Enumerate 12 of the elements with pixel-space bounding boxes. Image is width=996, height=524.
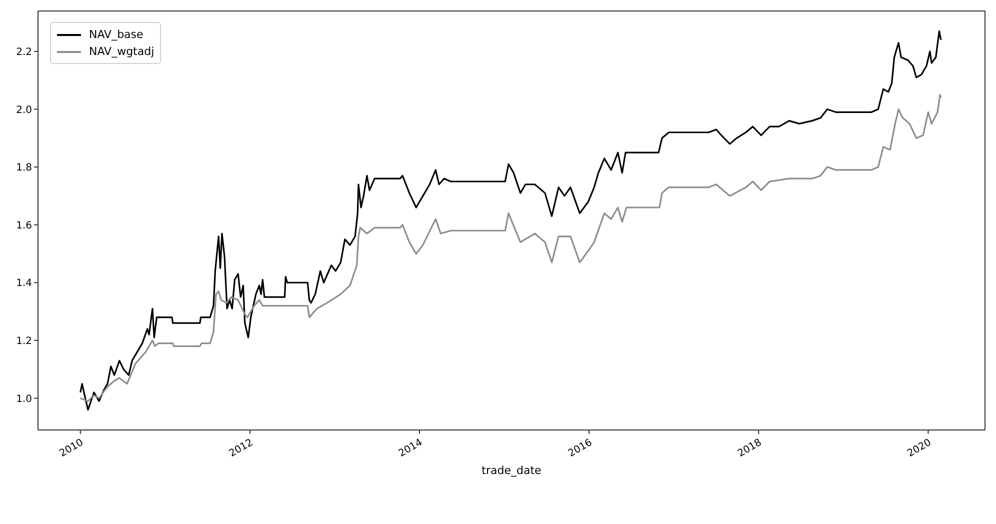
line-series bbox=[80, 94, 942, 402]
legend-label: NAV_wgtadj bbox=[89, 45, 154, 58]
x-axis-title: trade_date bbox=[482, 464, 542, 477]
y-tick-label: 1.2 bbox=[16, 336, 32, 347]
y-tick-label: 1.4 bbox=[16, 278, 32, 290]
y-tick-label: 1.0 bbox=[16, 394, 32, 405]
y-tick-label: 1.6 bbox=[16, 220, 32, 232]
line-series bbox=[80, 30, 942, 411]
y-tick-label: 2.2 bbox=[16, 47, 32, 58]
legend-label: NAV_base bbox=[89, 28, 144, 41]
y-tick-label: 2.0 bbox=[16, 104, 32, 116]
y-tick-label: 1.8 bbox=[16, 162, 32, 174]
